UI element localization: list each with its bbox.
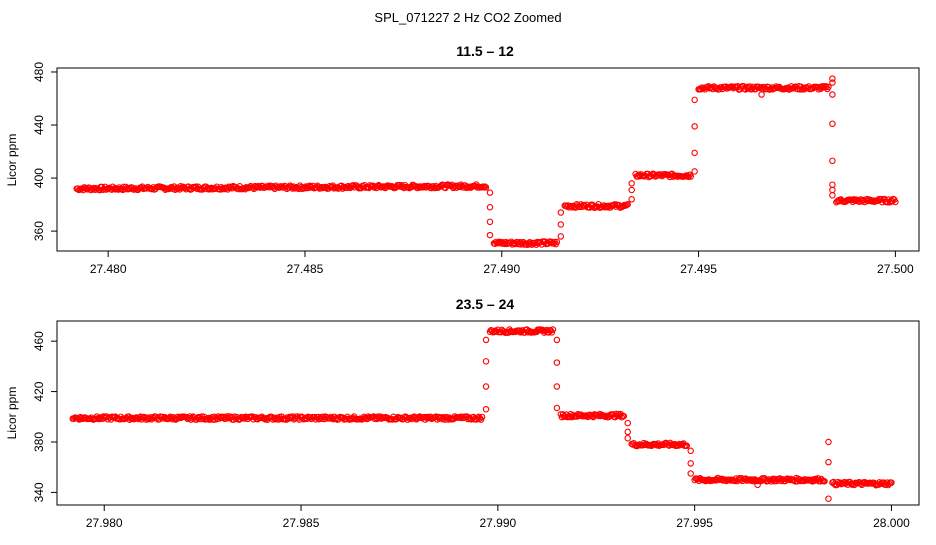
panel-bottom-y-tick-label: 420 (32, 381, 46, 401)
panel-bottom-transition-point (687, 470, 694, 477)
panel-bottom-data-point (620, 412, 628, 420)
panel-bottom-transition-point (482, 358, 490, 365)
panel-top-transition-point (628, 196, 635, 203)
panel-top-data-point (480, 184, 488, 191)
panel-bottom-y-axis-label: Licor ppm (5, 387, 19, 440)
panel-top-transition-point (829, 181, 836, 188)
panel-bottom-data-point (345, 415, 352, 423)
panel-bottom-y-tick-label: 380 (32, 432, 46, 452)
panel-bottom-transition-point (624, 434, 631, 442)
panel-top-data-point (818, 83, 826, 90)
panel-top-title: 11.5 – 12 (456, 43, 514, 59)
panel-bottom-x-tick-label: 28.000 (873, 516, 910, 530)
panel-bottom-data-point (549, 326, 557, 333)
panel-top-transition-point (691, 96, 698, 104)
panel-top: 11.5 – 12 Licor ppm 27.480 27.485 27.490 27… (5, 43, 920, 276)
panel-bottom-y-axis: 340 380 420 460 (32, 331, 58, 502)
panel-top-transition-point (486, 218, 494, 226)
panel-bottom-data-point (821, 477, 828, 485)
panel-top-transition-point (829, 79, 836, 86)
panel-top-outlier-point (758, 91, 765, 98)
panel-bottom-data-point (683, 442, 691, 450)
panel-top-transition-point (829, 75, 836, 82)
panel-top-transition-point (691, 123, 698, 130)
panel-top-data-point (687, 173, 694, 180)
panel-bottom-data-point (888, 479, 895, 486)
panel-bottom-x-tick-label: 27.985 (283, 516, 320, 530)
panel-bottom-y-tick-label: 340 (32, 482, 46, 502)
panel-top-x-tick-label: 27.500 (877, 262, 914, 276)
panel-top-data-point (481, 183, 489, 190)
panel-bottom-title: 23.5 – 24 (456, 296, 515, 312)
panel-top-transition-point (557, 209, 565, 216)
panel-bottom-data-point (478, 413, 486, 421)
panel-top-transition-point (691, 168, 698, 175)
panel-bottom-x-tick-label: 27.990 (479, 516, 516, 530)
panel-top-y-axis: 360 400 440 480 (32, 62, 58, 241)
panel-bottom-transition-point (624, 428, 631, 436)
panel-top-transition-point (628, 180, 635, 187)
panel-bottom-data-point (423, 413, 430, 421)
panel-top-x-tick-label: 27.490 (483, 262, 520, 276)
panel-top-transition-point (557, 233, 565, 240)
panel-top-transition-point (829, 91, 836, 98)
panel-top-y-tick-label: 360 (32, 221, 46, 241)
panel-top-transition-point (691, 149, 698, 157)
panel-top-transition-point (486, 231, 494, 239)
panel-top-y-tick-label: 400 (32, 168, 46, 188)
panel-top-y-axis-label: Licor ppm (5, 134, 19, 187)
panel-top-y-tick-label: 480 (32, 62, 46, 82)
panel-top-x-axis: 27.480 27.485 27.490 27.495 27.500 (90, 250, 914, 276)
panel-top-data-point (624, 201, 631, 208)
panel-bottom-data-point (94, 414, 102, 422)
panel-bottom-transition-point (553, 383, 561, 390)
panel-bottom-x-tick-label: 27.980 (86, 516, 123, 530)
panel-bottom-transition-point (482, 383, 490, 390)
panel-top-data-point (870, 197, 877, 205)
panel-top-data-point (850, 196, 858, 203)
panel-top-data-point (825, 83, 832, 91)
panel-bottom-transition-point (687, 447, 694, 455)
panel-top-transition-point (829, 157, 836, 165)
figure-title: SPL_071227 2 Hz CO2 Zoomed (374, 10, 561, 25)
panel-top-transition-point (628, 186, 635, 194)
panel-bottom-transition-point (687, 460, 694, 467)
panel-bottom-points (69, 326, 895, 502)
panel-bottom-x-axis: 27.980 27.985 27.990 27.995 28.000 (86, 504, 910, 530)
panel-top-y-tick-label: 440 (32, 115, 46, 135)
panel-top-transition-point (829, 186, 836, 194)
panel-bottom-transition-point (482, 336, 490, 344)
panel-bottom-transition-point (553, 336, 561, 344)
panel-bottom: 23.5 – 24 Licor ppm 27.980 27.985 27.990 27… (5, 296, 920, 530)
panel-top-transition-point (557, 221, 565, 228)
panel-top-transition-point (829, 120, 836, 127)
panel-top-points (73, 75, 899, 249)
panel-bottom-x-tick-label: 27.995 (676, 516, 713, 530)
panel-bottom-transition-point (553, 404, 561, 412)
panel-top-data-point (482, 184, 490, 191)
panel-bottom-transition-point (825, 438, 832, 446)
panel-bottom-transition-point (553, 359, 561, 366)
panel-bottom-transition-point (825, 495, 832, 502)
panel-bottom-transition-point (624, 419, 631, 427)
panel-bottom-outlier-point (754, 481, 761, 489)
panel-top-x-tick-label: 27.485 (287, 262, 324, 276)
panel-bottom-transition-point (825, 458, 832, 466)
panel-top-transition-point (829, 192, 836, 199)
panel-bottom-y-tick-label: 460 (32, 331, 46, 351)
panel-top-x-tick-label: 27.480 (90, 262, 127, 276)
panel-top-transition-point (486, 203, 494, 211)
panel-top-data-point (553, 238, 561, 246)
panel-top-x-tick-label: 27.495 (680, 262, 717, 276)
panel-top-transition-point (486, 189, 494, 196)
panel-bottom-transition-point (482, 405, 490, 413)
panel-top-data-point (892, 198, 899, 206)
